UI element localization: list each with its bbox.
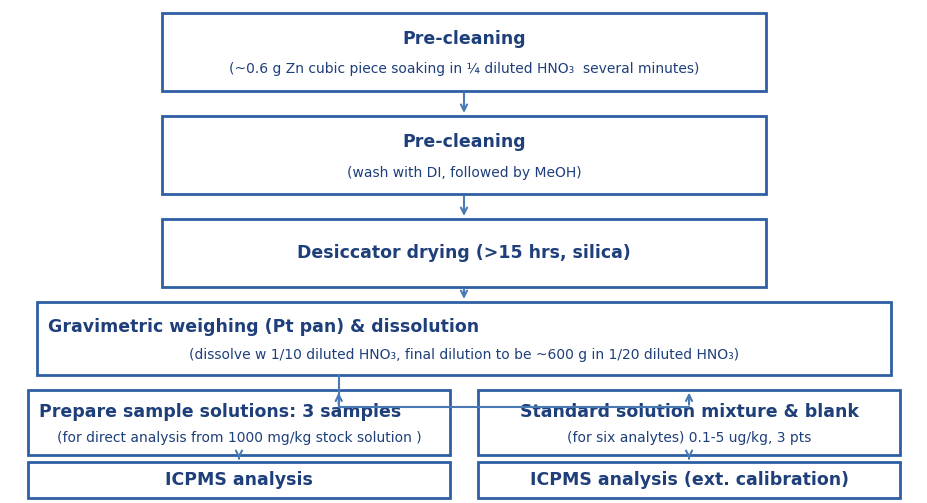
- Text: Desiccator drying (>15 hrs, silica): Desiccator drying (>15 hrs, silica): [297, 244, 630, 262]
- FancyBboxPatch shape: [162, 219, 765, 287]
- Text: Prepare sample solutions: 3 samples: Prepare sample solutions: 3 samples: [39, 403, 400, 421]
- Text: (wash with DI, followed by MeOH): (wash with DI, followed by MeOH): [347, 165, 580, 180]
- FancyBboxPatch shape: [477, 462, 899, 498]
- FancyBboxPatch shape: [162, 116, 765, 194]
- FancyBboxPatch shape: [477, 390, 899, 455]
- FancyBboxPatch shape: [37, 302, 890, 375]
- Text: Pre-cleaning: Pre-cleaning: [401, 30, 526, 48]
- Text: ICPMS analysis (ext. calibration): ICPMS analysis (ext. calibration): [529, 471, 847, 489]
- Text: Pre-cleaning: Pre-cleaning: [401, 133, 526, 151]
- Text: Standard solution mixture & blank: Standard solution mixture & blank: [519, 403, 857, 421]
- Text: (for direct analysis from 1000 mg/kg stock solution ): (for direct analysis from 1000 mg/kg sto…: [57, 431, 421, 445]
- Text: (~0.6 g Zn cubic piece soaking in ¼ diluted HNO₃  several minutes): (~0.6 g Zn cubic piece soaking in ¼ dilu…: [229, 62, 698, 76]
- FancyBboxPatch shape: [28, 390, 450, 455]
- Text: (for six analytes) 0.1-5 ug/kg, 3 pts: (for six analytes) 0.1-5 ug/kg, 3 pts: [566, 431, 810, 445]
- FancyBboxPatch shape: [28, 462, 450, 498]
- Text: Gravimetric weighing (Pt pan) & dissolution: Gravimetric weighing (Pt pan) & dissolut…: [48, 317, 479, 336]
- Text: ICPMS analysis: ICPMS analysis: [165, 471, 312, 489]
- FancyBboxPatch shape: [162, 13, 765, 91]
- Text: (dissolve w 1/10 diluted HNO₃, final dilution to be ~600 g in 1/20 diluted HNO₃): (dissolve w 1/10 diluted HNO₃, final dil…: [189, 348, 738, 362]
